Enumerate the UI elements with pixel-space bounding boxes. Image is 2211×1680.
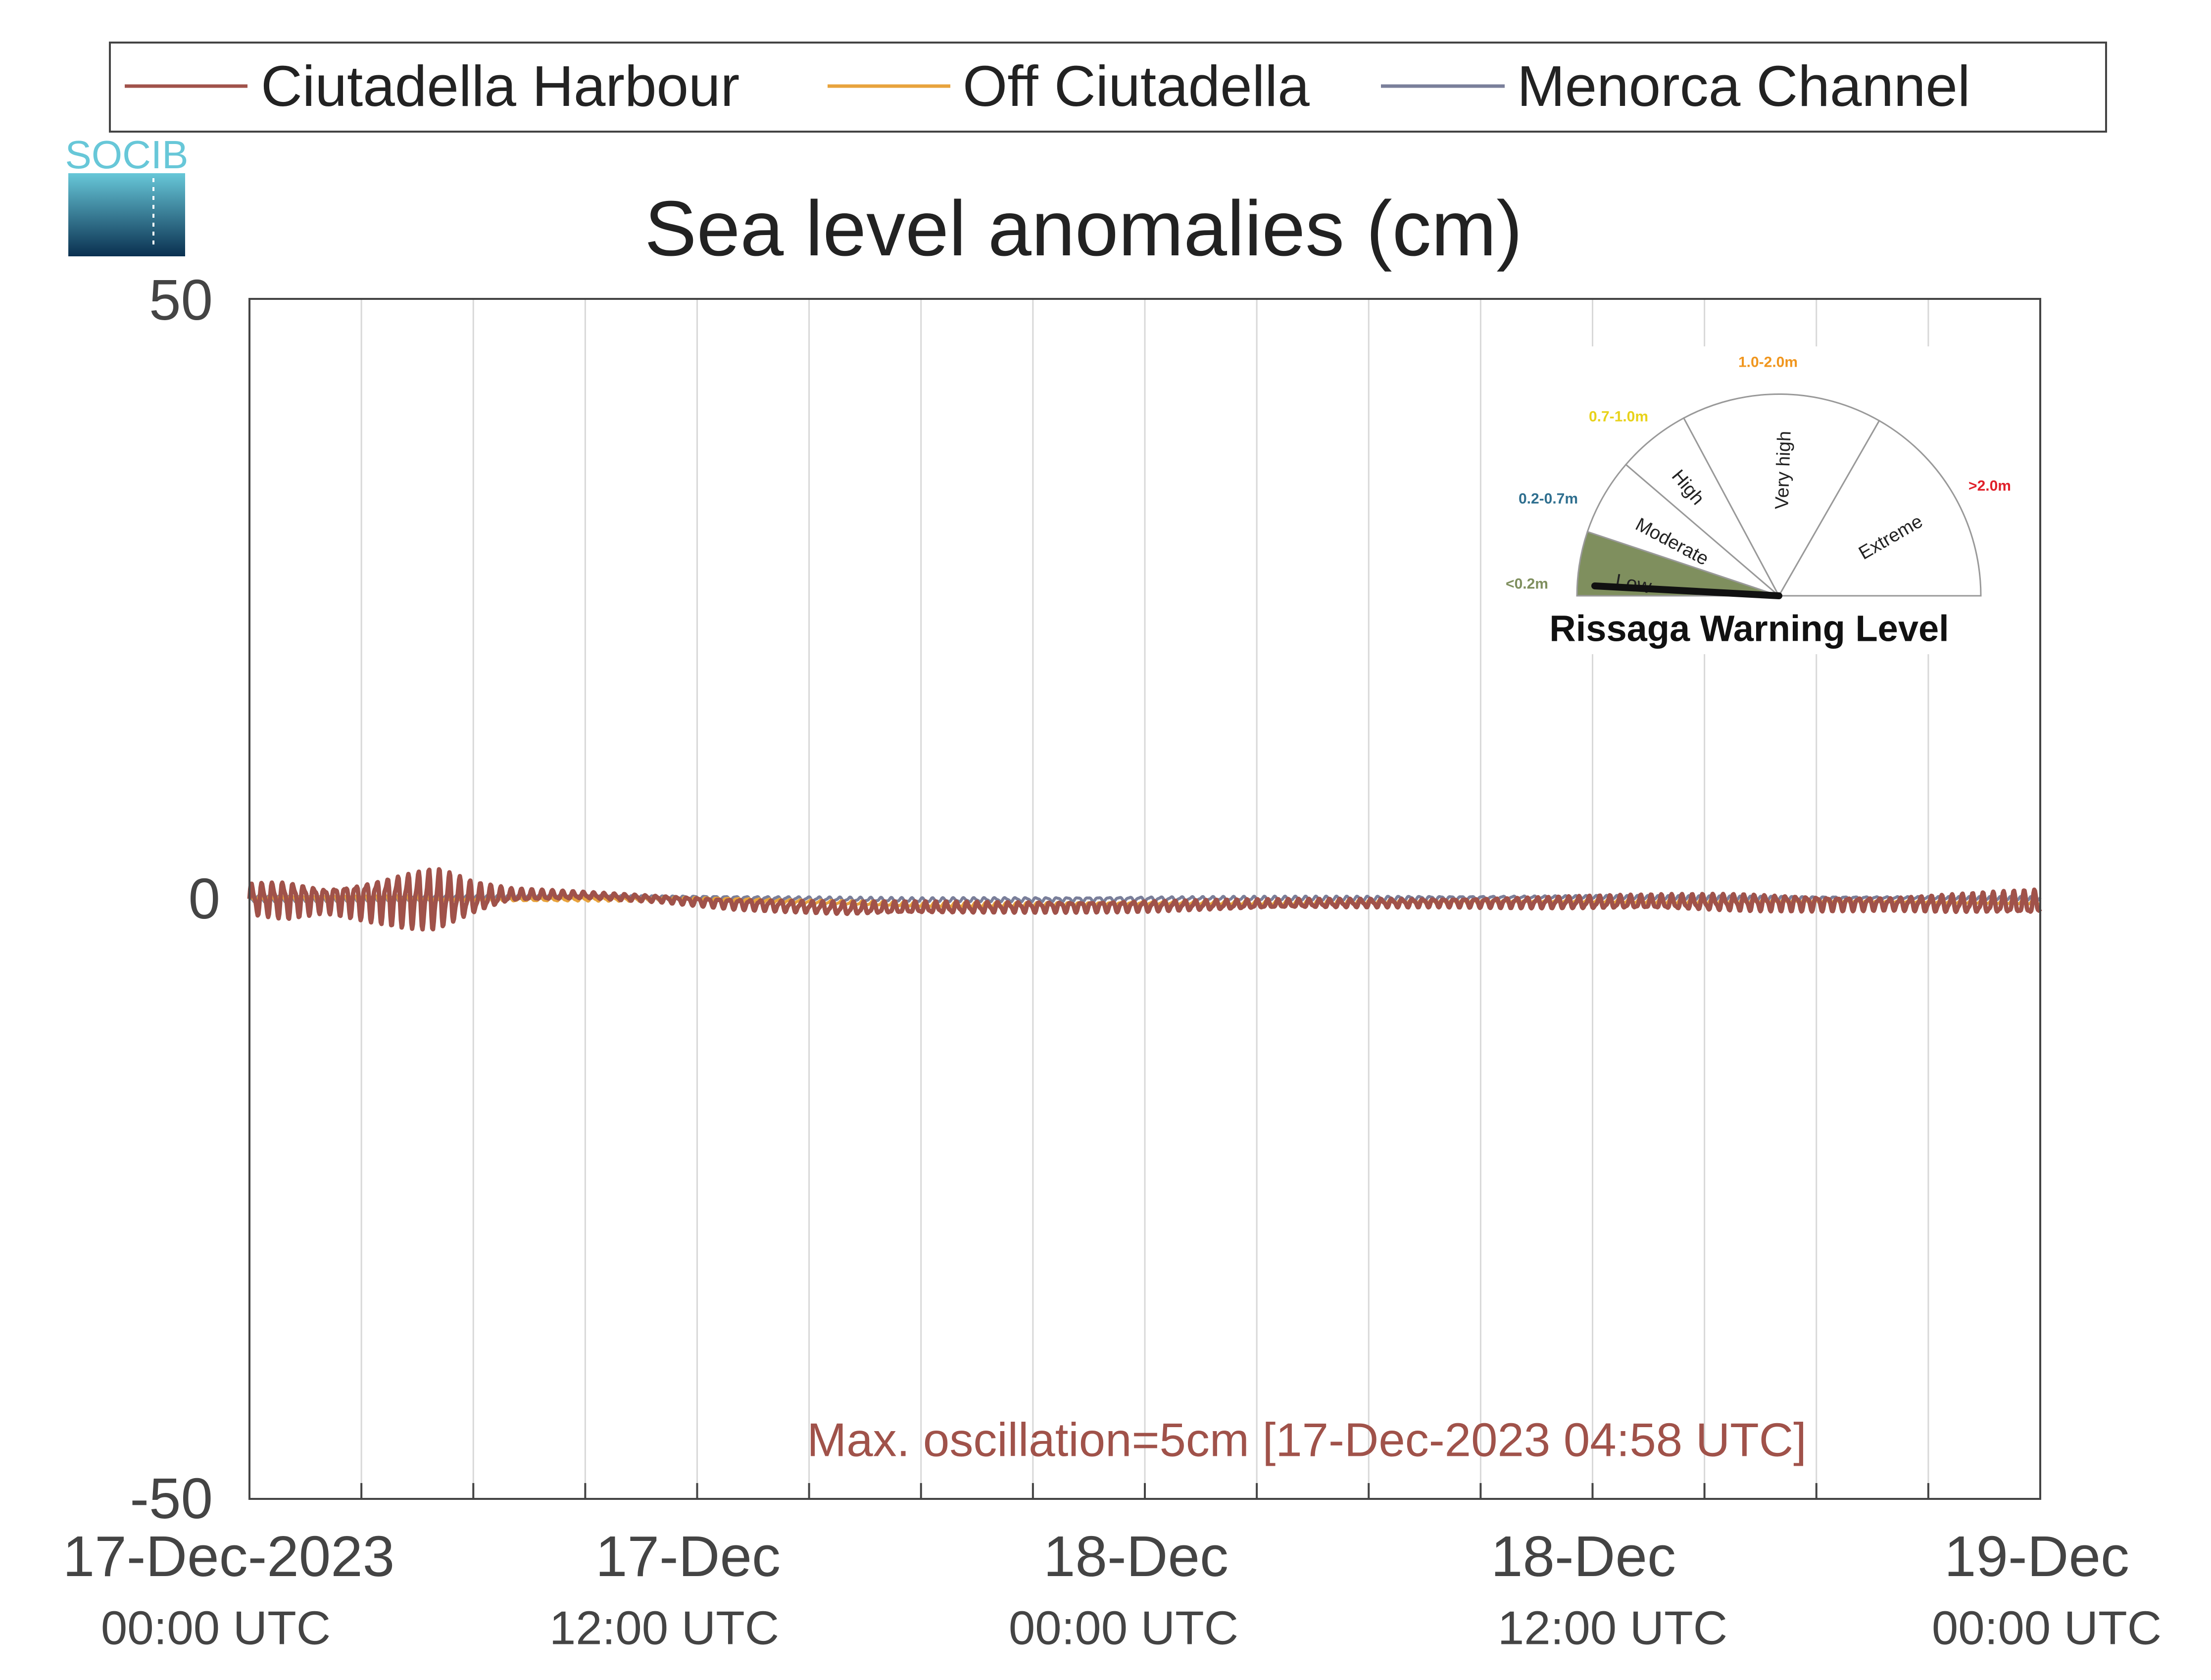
gauge-range-extreme: >2.0m [1968, 478, 2011, 494]
rissaga-warning-gauge: Low Moderate High Very high Extreme <0.2… [1500, 346, 2020, 654]
x-tick-date-0: 17-Dec-2023 [63, 1524, 395, 1588]
x-tick-date-2: 18-Dec [1043, 1524, 1228, 1588]
x-tick-time-2: 00:00 UTC [1009, 1602, 1238, 1655]
series-line-ciutadella-harbour [247, 867, 2042, 932]
y-tick-label-top: 50 [149, 268, 213, 332]
x-tick-marks [360, 1483, 1929, 1499]
x-tick-time-0: 00:00 UTC [101, 1602, 331, 1655]
x-tick-time-4: 00:00 UTC [1932, 1602, 2162, 1655]
socib-logo: SOCIB [65, 133, 189, 256]
gauge-sector-moderate [1586, 463, 1779, 597]
gauge-sector-extreme [1777, 420, 1982, 597]
legend-label-ciutadella-harbour: Ciutadella Harbour [261, 54, 739, 118]
x-tick-date-3: 18-Dec [1491, 1524, 1676, 1588]
legend: Ciutadella Harbour Off Ciutadella Menorc… [109, 42, 2107, 133]
gauge-range-low: <0.2m [1506, 576, 1548, 592]
logo-text: SOCIB [65, 133, 189, 177]
gauge-semicircle [1576, 393, 1982, 598]
gauge-range-moderate: 0.2-0.7m [1519, 491, 1578, 507]
gauge-title: Rissaga Warning Level [1549, 608, 1949, 649]
legend-label-menorca-channel: Menorca Channel [1517, 54, 1970, 118]
logo-gradient-block [68, 173, 185, 256]
gauge-range-high: 0.7-1.0m [1589, 409, 1648, 425]
gauge-sector-very-high [1682, 393, 1880, 598]
gauge-range-very-high: 1.0-2.0m [1738, 354, 1798, 371]
x-tick-date-1: 17-Dec [595, 1524, 781, 1588]
x-tick-time-3: 12:00 UTC [1498, 1602, 1727, 1655]
max-oscillation-annotation: Max. oscillation=5cm [17-Dec-2023 04:58 … [807, 1414, 1807, 1467]
data-series [247, 867, 2042, 932]
y-tick-label-bottom: -50 [130, 1466, 213, 1531]
gauge-pointer [1591, 582, 1782, 599]
x-tick-time-1: 12:00 UTC [549, 1602, 779, 1655]
x-tick-labels: 17-Dec-2023 00:00 UTC 17-Dec 12:00 UTC 1… [63, 1524, 2162, 1655]
chart-title: Sea level anomalies (cm) [644, 185, 1523, 272]
legend-label-off-ciutadella: Off Ciutadella [963, 54, 1310, 118]
gauge-sector-high [1624, 417, 1780, 597]
x-tick-date-4: 19-Dec [1944, 1524, 2129, 1588]
y-tick-label-middle: 0 [188, 866, 220, 931]
gauge-sector-label-very-high: Very high [1771, 431, 1795, 510]
legend-box [109, 42, 2107, 133]
